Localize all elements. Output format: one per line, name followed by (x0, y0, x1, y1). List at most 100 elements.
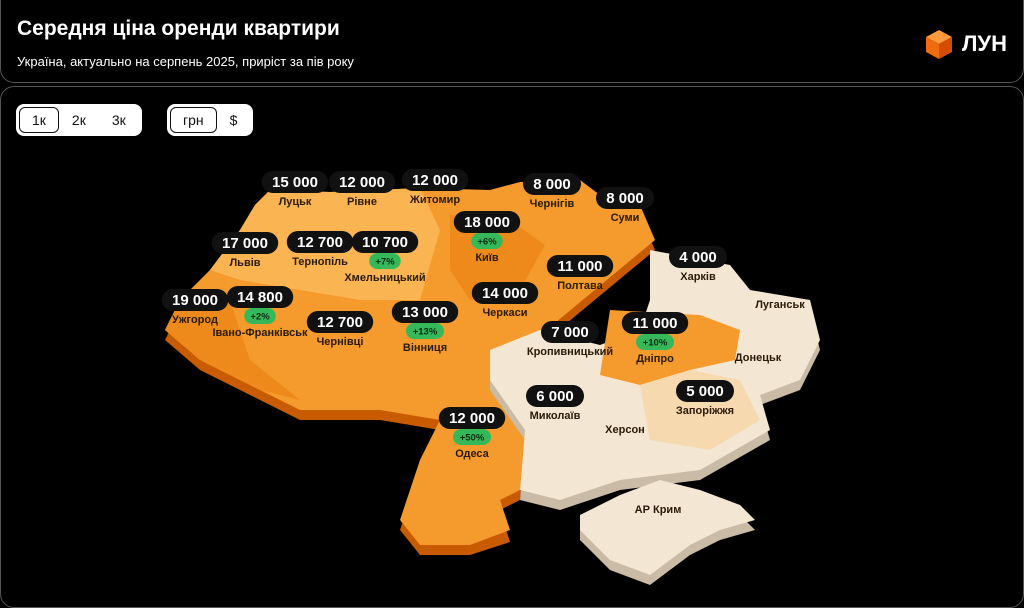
region-name: Одеса (455, 448, 489, 460)
title: Середня ціна оренди квартири (17, 17, 340, 40)
price: 14 800 (237, 289, 283, 306)
region-name: Херсон (605, 424, 645, 436)
subtitle: Україна, актуально на серпень 2025, прир… (17, 54, 354, 69)
price-pill (391, 301, 459, 323)
region-name: Хмельницький (344, 272, 425, 284)
region-label: 11 000 +10% Дніпро (621, 312, 689, 365)
region-name: Тернопіль (292, 256, 348, 268)
region-name: Вінниця (403, 342, 447, 354)
price: 4 000 (679, 249, 717, 266)
region-label: 14 000 Черкаси (471, 282, 539, 319)
price: 5 000 (686, 383, 724, 400)
growth-pill (453, 429, 491, 445)
region-label: 12 000 +50% Одеса (438, 407, 506, 460)
price-pill (669, 246, 727, 268)
price-pill (453, 211, 521, 233)
price-pill (226, 286, 294, 308)
toggle-button[interactable]: 1к (19, 107, 59, 133)
region-label: 11 000 Полтава (546, 255, 614, 292)
region-name: Донецьк (735, 352, 782, 364)
header: Середня ціна оренди квартири Україна, ак… (0, 0, 1024, 83)
region-name: Житомир (409, 194, 460, 206)
price: 11 000 (632, 315, 677, 332)
price: 19 000 (172, 292, 218, 309)
region-label: Донецьк (735, 352, 782, 364)
price: 14 000 (482, 285, 528, 302)
rooms-switch: 1к 2к 3к (16, 104, 142, 136)
growth-pill (471, 233, 503, 249)
region-label: 14 800 +2% Івано-Франківськ (212, 286, 308, 339)
region-west-edge (165, 300, 300, 400)
region-name: Запоріжжя (676, 405, 734, 417)
price: 12 000 (412, 172, 458, 189)
price-pill (211, 232, 279, 254)
growth: +6% (477, 237, 497, 248)
region-label: 12 000 Рівне (328, 171, 396, 208)
region-label: 7 000 Кропивницький (527, 321, 613, 358)
region-name: Харків (680, 271, 716, 283)
price: 11 000 (557, 258, 602, 275)
price: 10 700 (362, 234, 408, 251)
region-name: Ужгород (172, 314, 218, 326)
region-label: 13 000 +13% Вінниця (391, 301, 459, 354)
price-pill (526, 385, 584, 407)
region-name: Миколаїв (530, 410, 581, 422)
region-label: 18 000 +6% Київ (453, 211, 521, 264)
price: 7 000 (551, 324, 589, 341)
price-pill (261, 171, 329, 193)
price-pill (621, 312, 689, 334)
toggle-button[interactable]: $ (229, 112, 238, 128)
region-label: 10 700 +7% Хмельницький (344, 231, 426, 284)
toggle-button[interactable]: 3к (111, 112, 126, 128)
price: 15 000 (272, 174, 318, 191)
logo[interactable]: ЛУН (924, 28, 1007, 60)
price-pill (596, 187, 654, 209)
region-name: Черкаси (482, 307, 527, 319)
growth-pill (636, 334, 674, 350)
price: 8 000 (606, 190, 644, 207)
region-label: 6 000 Миколаїв (526, 385, 584, 422)
region-name: Полтава (557, 280, 603, 292)
price-pill (401, 169, 469, 191)
region-label: Луганськ (755, 299, 805, 311)
price-pill (351, 231, 419, 253)
region-name: Луцьк (279, 196, 312, 208)
growth: +50% (460, 433, 485, 444)
region-label: 8 000 Чернігів (523, 173, 581, 210)
region-label: 8 000 Суми (596, 187, 654, 224)
price-pill (471, 282, 539, 304)
region-label: 12 700 Тернопіль (286, 231, 354, 268)
region-name: АР Крим (635, 504, 682, 516)
price-pill (541, 321, 599, 343)
region-name: Львів (229, 257, 260, 269)
region-label: 19 000 Ужгород (161, 289, 229, 326)
price: 18 000 (464, 214, 510, 231)
region-name: Чернігів (530, 198, 575, 210)
logo-text: ЛУН (961, 31, 1007, 56)
region-label: 12 700 Чернівці (306, 311, 374, 348)
region-name: Київ (475, 252, 499, 264)
currency-switch: грн $ (167, 104, 254, 136)
region-name: Луганськ (755, 299, 805, 311)
logo-cube (925, 30, 952, 59)
region-label: 15 000 Луцьк (261, 171, 329, 208)
growth-pill (369, 253, 401, 269)
region-name: Чернівці (317, 336, 364, 348)
toggle-button[interactable]: грн (170, 107, 217, 133)
region-name: Суми (611, 212, 640, 224)
price-pill (438, 407, 506, 429)
price: 17 000 (222, 235, 268, 252)
price-pill (328, 171, 396, 193)
region-name: Кропивницький (527, 346, 613, 358)
region-label: Херсон (605, 424, 645, 436)
growth: +2% (250, 312, 270, 323)
price-pill (676, 380, 734, 402)
growth: +13% (413, 327, 438, 338)
toggle-button[interactable]: 2к (71, 112, 86, 128)
price-pill (306, 311, 374, 333)
price-pill (286, 231, 354, 253)
growth: +10% (643, 338, 668, 349)
price-pill (546, 255, 614, 277)
price-pill (161, 289, 229, 311)
